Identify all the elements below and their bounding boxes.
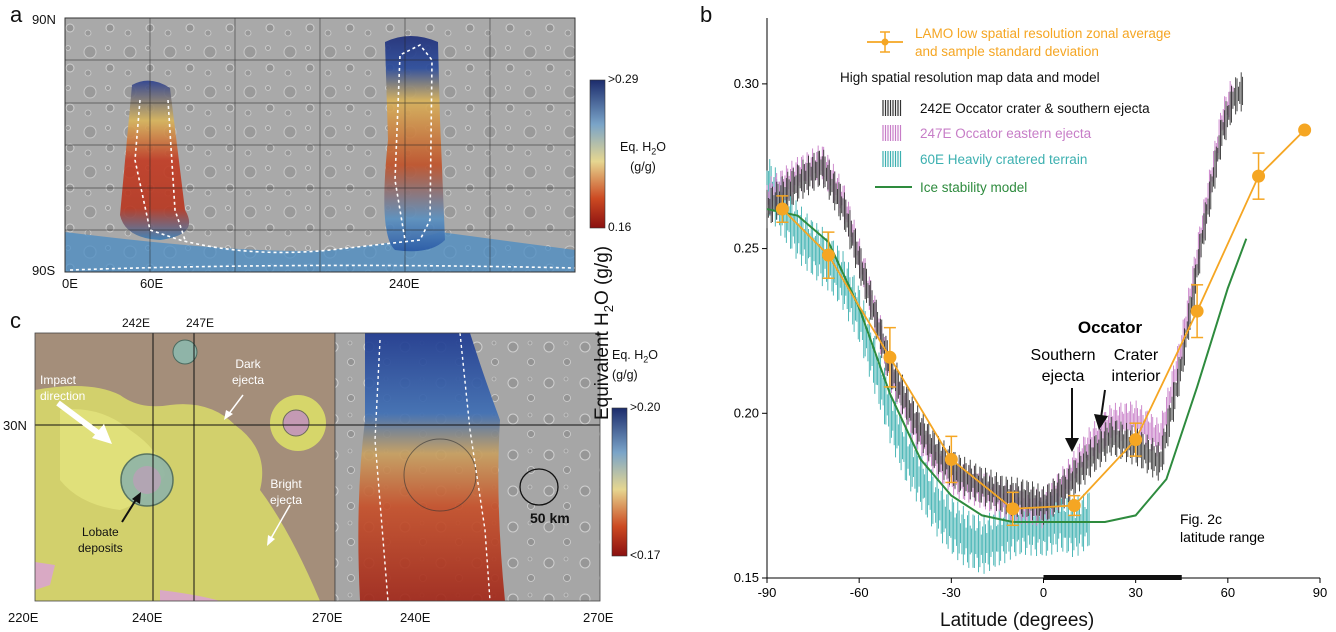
crater-interior-label: Crater	[1114, 347, 1159, 364]
panel-label-b: b	[700, 2, 713, 27]
legend-model-label: Ice stability model	[920, 180, 1027, 195]
chart-legend: LAMO low spatial resolution zonal averag…	[840, 26, 1171, 195]
y-tick-label: 0.25	[734, 241, 759, 256]
x-axis-label: Latitude (degrees)	[940, 610, 1095, 631]
lon-label-0e: 0E	[62, 276, 78, 291]
panel-label-a: a	[10, 2, 23, 27]
y-tick-label: 0.15	[734, 570, 759, 585]
lamo-point	[821, 248, 835, 262]
dark-ejecta-label: Dark ejecta	[232, 357, 265, 387]
series-247e	[766, 81, 1234, 529]
scale-label: 50 km	[530, 510, 570, 526]
legend-header: High spatial resolution map data and mod…	[840, 70, 1100, 85]
panel-b-chart: -90 -60 -30 0 30 60 90 0.15 0.20 0.25 0.30 LAMO lo…	[734, 18, 1327, 600]
bright-ejecta-label: Bright ejecta	[270, 477, 303, 507]
lon-label-c-270e: 270E	[312, 610, 343, 625]
x-tick-label: 30	[1128, 585, 1142, 600]
lat-label-90n: 90N	[32, 12, 56, 27]
x-tick-label: -60	[850, 585, 869, 600]
series-lamo-line	[781, 129, 1306, 510]
fig-range-label: Fig. 2c	[1180, 511, 1222, 527]
crater-arrowhead	[1094, 414, 1108, 430]
panel-label-c: c	[10, 308, 21, 333]
x-tick-label: -90	[758, 585, 777, 600]
legend-lamo-label: LAMO low spatial resolution zonal averag…	[915, 26, 1171, 41]
lon-label-60e: 60E	[140, 276, 164, 291]
lamo-point	[883, 350, 897, 364]
legend-lamo-label-2: and sample standard deviation	[915, 44, 1099, 59]
lamo-point	[1298, 123, 1312, 137]
lon-label-c2-240e: 240E	[400, 610, 431, 625]
y-tick-label: 0.30	[734, 76, 759, 91]
y-axis-label: Equivalent H2O (g/g)	[592, 245, 616, 420]
southern-ejecta-label: Southern	[1031, 347, 1096, 364]
southern-ejecta-label-2: ejecta	[1042, 368, 1085, 385]
lamo-point	[1067, 499, 1081, 513]
lon-label-220e: 220E	[8, 610, 39, 625]
lat-label-30n: 30N	[3, 418, 27, 433]
colorbar-a	[589, 79, 606, 229]
legend-247e-label: 247E Occator eastern ejecta	[920, 126, 1092, 141]
lamo-point	[1190, 304, 1204, 318]
lamo-point	[775, 202, 789, 216]
lon-label-242e: 242E	[122, 316, 151, 330]
colorbar-a-min: 0.16	[608, 220, 632, 234]
x-tick-label: 90	[1313, 585, 1327, 600]
colorbar-c-title: Eq. H2O (g/g)	[612, 348, 659, 382]
lamo-point	[1006, 502, 1020, 516]
colorbar-c	[611, 407, 628, 557]
crater-arrow	[1100, 389, 1106, 419]
x-tick-label: 60	[1221, 585, 1235, 600]
lon-label-247e: 247E	[186, 316, 215, 330]
chart-axes: -90 -60 -30 0 30 60 90 0.15 0.20 0.25 0.30	[734, 18, 1327, 600]
lon-label-c-240e: 240E	[132, 610, 163, 625]
panel-c-maps	[34, 332, 628, 602]
y-tick-label: 0.20	[734, 405, 759, 420]
chart-series	[766, 72, 1312, 574]
fig-range-label-2: latitude range	[1180, 529, 1265, 545]
lamo-point	[944, 452, 958, 466]
colorbar-a-max: >0.29	[608, 72, 639, 86]
lamo-point	[1252, 169, 1266, 183]
lamo-point	[1129, 433, 1143, 447]
impact-direction-label: Impact direction	[40, 373, 86, 403]
colorbar-c-max: >0.20	[630, 400, 661, 414]
lat-label-90s: 90S	[32, 263, 56, 278]
colorbar-c-min: <0.17	[630, 548, 661, 562]
legend-lamo-point	[881, 38, 889, 46]
x-tick-label: 0	[1040, 585, 1047, 600]
lon-label-c2-270e: 270E	[583, 610, 614, 625]
legend-242e-label: 242E Occator crater & southern ejecta	[920, 101, 1150, 116]
fig-range-bar	[1043, 575, 1182, 580]
lon-label-240e: 240E	[389, 276, 420, 291]
legend-60e-label: 60E Heavily cratered terrain	[920, 152, 1087, 167]
colorbar-a-title: Eq. H2O (g/g)	[619, 140, 666, 174]
chart-annotations: Occator Southern ejecta Crater interior Fig. …	[1031, 318, 1265, 580]
crater-interior-label-2: interior	[1112, 368, 1162, 385]
lobate-deposits-label: Lobate deposits	[78, 525, 123, 555]
x-tick-label: -30	[942, 585, 961, 600]
panel-a-map	[64, 17, 606, 273]
southern-arrowhead	[1065, 438, 1079, 452]
occator-label: Occator	[1078, 318, 1143, 337]
